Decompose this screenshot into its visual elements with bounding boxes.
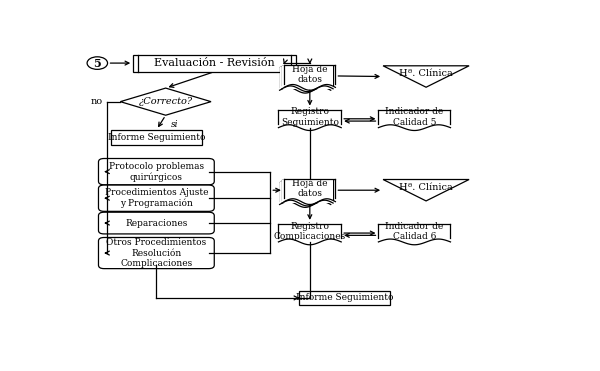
FancyBboxPatch shape	[280, 68, 331, 90]
Text: si: si	[171, 119, 179, 128]
FancyBboxPatch shape	[98, 237, 214, 269]
FancyBboxPatch shape	[299, 291, 390, 305]
FancyBboxPatch shape	[280, 182, 331, 204]
FancyBboxPatch shape	[98, 158, 214, 185]
Text: Informe Seguimiento: Informe Seguimiento	[296, 293, 394, 302]
Text: Hª. Clínica: Hª. Clínica	[399, 183, 453, 192]
Polygon shape	[383, 180, 469, 201]
FancyBboxPatch shape	[282, 180, 333, 203]
Text: Protocolo problemas
quirúrgicos: Protocolo problemas quirúrgicos	[109, 162, 204, 182]
Circle shape	[87, 57, 107, 69]
Text: Informe Seguimiento: Informe Seguimiento	[107, 133, 205, 142]
Text: Hoja de
datos: Hoja de datos	[292, 179, 328, 198]
Text: Evaluación - Revisión: Evaluación - Revisión	[154, 58, 275, 68]
Text: Hoja de
datos: Hoja de datos	[292, 65, 328, 84]
Polygon shape	[383, 66, 469, 87]
FancyBboxPatch shape	[98, 185, 214, 211]
Text: Otros Procedimientos
Resolución
Complicaciones: Otros Procedimientos Resolución Complica…	[106, 238, 206, 268]
Text: Hª. Clínica: Hª. Clínica	[399, 69, 453, 78]
FancyBboxPatch shape	[98, 212, 214, 234]
Text: Indicador de
Calidad 5: Indicador de Calidad 5	[385, 107, 443, 127]
Text: Indicador de
Calidad 6: Indicador de Calidad 6	[385, 221, 443, 241]
Polygon shape	[121, 88, 211, 115]
Text: Registro
Seguimiento: Registro Seguimiento	[281, 107, 339, 127]
Text: Procedimientos Ajuste
y Programación: Procedimientos Ajuste y Programación	[104, 188, 208, 208]
Text: 5: 5	[94, 58, 101, 69]
Text: Reparaciones: Reparaciones	[125, 219, 188, 227]
Text: Registro
Complicaciones: Registro Complicaciones	[274, 221, 346, 241]
FancyBboxPatch shape	[111, 130, 202, 145]
Text: ¿Correcto?: ¿Correcto?	[139, 97, 193, 106]
FancyBboxPatch shape	[133, 55, 296, 72]
Text: no: no	[91, 97, 103, 106]
FancyBboxPatch shape	[282, 66, 333, 89]
